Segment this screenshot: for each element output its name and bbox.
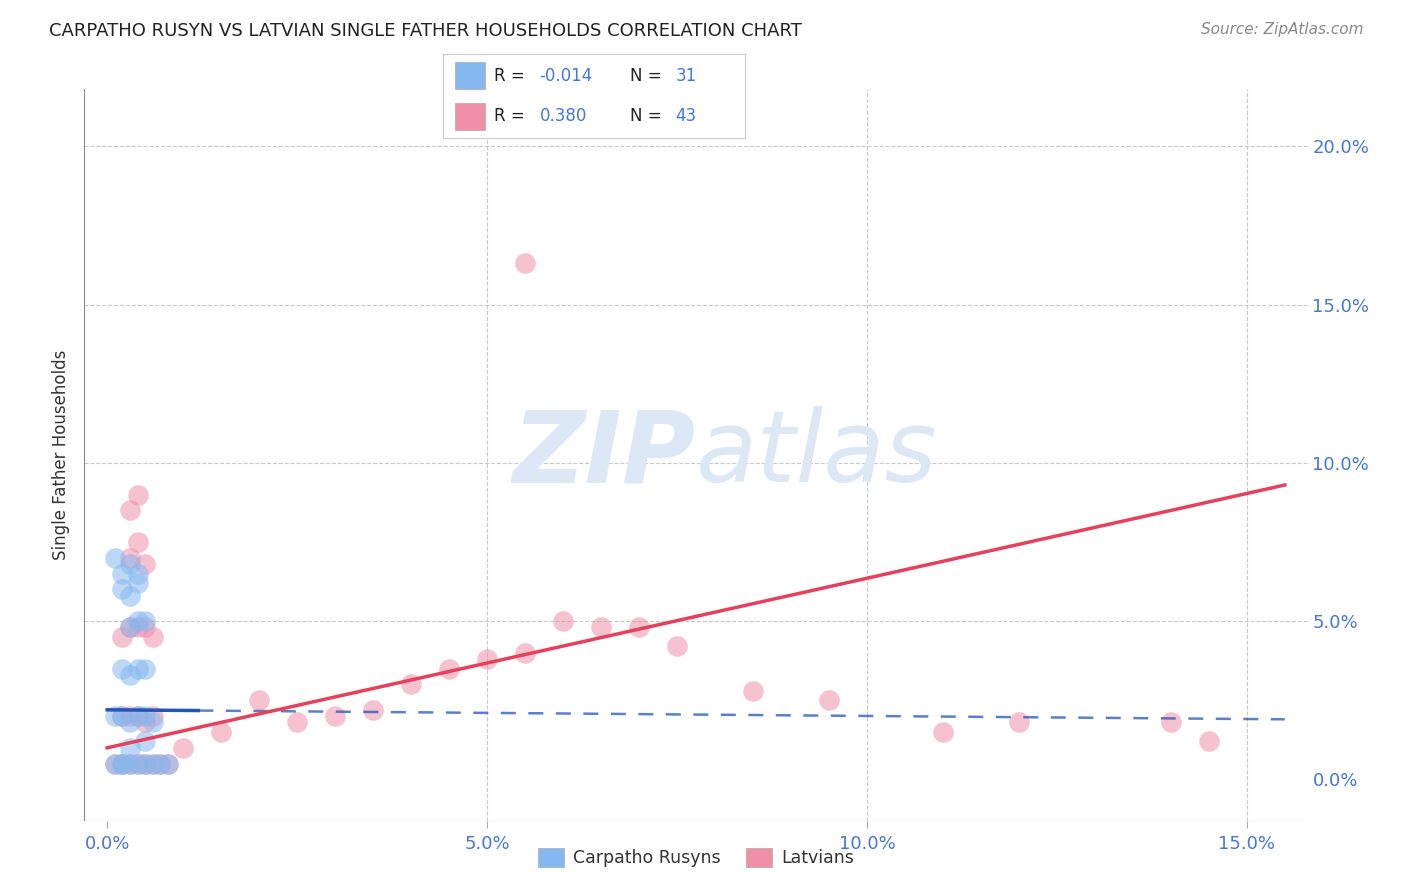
Point [127, 576, 149, 591]
Point [118, 668, 141, 682]
Point [134, 734, 156, 748]
Point [513, 256, 536, 270]
Text: 43: 43 [676, 107, 697, 125]
Point [475, 652, 498, 666]
Point [247, 693, 270, 707]
Point [118, 740, 141, 755]
Point [127, 709, 149, 723]
Point [134, 557, 156, 571]
Point [118, 503, 141, 517]
Point [104, 550, 127, 565]
Point [127, 756, 149, 771]
Text: atlas: atlas [696, 407, 938, 503]
Point [134, 715, 156, 730]
Text: CARPATHO RUSYN VS LATVIAN SINGLE FATHER HOUSEHOLDS CORRELATION CHART: CARPATHO RUSYN VS LATVIAN SINGLE FATHER … [49, 22, 801, 40]
Point [127, 487, 149, 501]
Point [104, 756, 127, 771]
Point [323, 709, 346, 723]
Point [142, 630, 165, 644]
Point [118, 620, 141, 634]
Point [627, 620, 650, 634]
Point [818, 693, 841, 707]
Point [111, 756, 134, 771]
Point [156, 756, 179, 771]
Point [399, 677, 422, 691]
Text: Source: ZipAtlas.com: Source: ZipAtlas.com [1201, 22, 1364, 37]
Point [142, 709, 165, 723]
Text: 0.380: 0.380 [540, 107, 586, 125]
Point [127, 709, 149, 723]
Text: -0.014: -0.014 [540, 67, 593, 85]
Point [665, 640, 688, 654]
Point [149, 756, 172, 771]
Point [118, 709, 141, 723]
Text: ZIP: ZIP [513, 407, 696, 503]
Text: 31: 31 [676, 67, 697, 85]
Point [104, 709, 127, 723]
Point [134, 620, 156, 634]
Point [134, 709, 156, 723]
Point [932, 725, 955, 739]
Point [134, 756, 156, 771]
Point [156, 756, 179, 771]
Point [149, 756, 172, 771]
Point [118, 620, 141, 634]
Point [437, 662, 460, 676]
Point [142, 715, 165, 730]
Point [134, 614, 156, 628]
Point [104, 756, 127, 771]
Point [127, 535, 149, 549]
Point [361, 703, 384, 717]
Point [589, 620, 612, 634]
Point [111, 756, 134, 771]
Point [127, 756, 149, 771]
Text: R =: R = [495, 107, 524, 125]
Point [134, 662, 156, 676]
Point [551, 614, 574, 628]
Text: N =: N = [630, 67, 662, 85]
Text: N =: N = [630, 107, 662, 125]
Point [142, 756, 165, 771]
Point [285, 715, 308, 730]
Point [111, 582, 134, 597]
Point [127, 614, 149, 628]
Point [209, 725, 232, 739]
Text: R =: R = [495, 67, 524, 85]
Point [1198, 734, 1220, 748]
Point [111, 709, 134, 723]
Point [111, 566, 134, 581]
Y-axis label: Single Father Households: Single Father Households [52, 350, 70, 560]
Point [118, 557, 141, 571]
Point [118, 589, 141, 603]
Point [134, 756, 156, 771]
Point [742, 683, 765, 698]
Point [118, 550, 141, 565]
Legend: Carpatho Rusyns, Latvians: Carpatho Rusyns, Latvians [531, 841, 860, 874]
Point [142, 756, 165, 771]
Point [111, 662, 134, 676]
Point [1160, 715, 1182, 730]
Point [1008, 715, 1031, 730]
Point [127, 662, 149, 676]
Bar [456, 62, 485, 89]
Point [118, 756, 141, 771]
Point [111, 630, 134, 644]
Point [513, 646, 536, 660]
Point [172, 740, 194, 755]
Point [127, 620, 149, 634]
Point [127, 566, 149, 581]
Point [118, 715, 141, 730]
Point [111, 709, 134, 723]
Point [111, 756, 134, 771]
Bar [456, 103, 485, 130]
Point [118, 756, 141, 771]
